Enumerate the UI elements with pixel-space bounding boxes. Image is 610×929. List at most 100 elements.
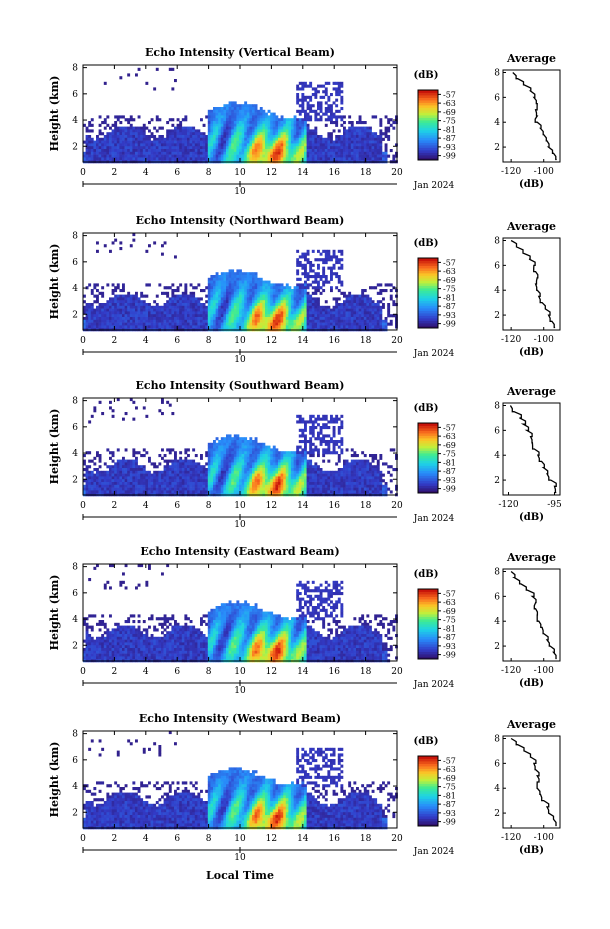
heatmap-cell	[239, 454, 242, 458]
heatmap-cell	[272, 308, 276, 312]
heatmap-cell	[161, 244, 164, 248]
heatmap-cell	[335, 311, 339, 315]
heatmap-cell	[291, 308, 294, 312]
heatmap-cell	[158, 135, 162, 139]
heatmap-cell	[153, 135, 157, 139]
heatmap-cell	[236, 286, 240, 290]
heatmap-cell	[166, 322, 170, 326]
heatmap-cell	[171, 473, 175, 477]
heatmap-cell	[202, 305, 206, 309]
heatmap-cell	[353, 146, 357, 150]
heatmap-cell	[119, 319, 123, 323]
heatmap-cell	[215, 442, 219, 446]
heatmap-cell	[309, 137, 313, 141]
heatmap-cell	[200, 317, 203, 321]
heatmap-cell	[96, 468, 99, 472]
heatmap-cell	[335, 87, 339, 91]
heatmap-cell	[384, 322, 388, 326]
heatmap-cell	[153, 487, 157, 491]
heatmap-cell	[231, 275, 235, 279]
heatmap-cell	[163, 149, 167, 153]
heatmap-cell	[361, 121, 365, 125]
heatmap-cell	[382, 325, 385, 329]
heatmap-cell	[236, 112, 240, 116]
heatmap-cell	[200, 490, 203, 494]
heatmap-cell	[231, 325, 235, 329]
heatmap-cell	[124, 305, 128, 309]
heatmap-cell	[194, 325, 198, 329]
heatmap-cell	[244, 283, 248, 287]
heatmap-cell	[262, 115, 266, 119]
heatmap-cell	[254, 437, 258, 441]
heatmap-cell	[340, 325, 344, 329]
heatmap-cell	[246, 476, 250, 480]
heatmap-cell	[192, 294, 196, 298]
heatmap-cell	[278, 129, 281, 133]
heatmap-cell	[265, 289, 268, 293]
x-tick-label: 0	[80, 168, 86, 178]
heatmap-cell	[187, 322, 190, 326]
heatmap-cell	[296, 132, 300, 136]
heatmap-cell	[148, 482, 151, 486]
heatmap-cell	[153, 151, 157, 155]
heatmap-cell	[314, 146, 318, 150]
heatmap-cell	[366, 305, 370, 309]
heatmap-cell	[233, 280, 237, 284]
heatmap-cell	[215, 451, 219, 455]
heatmap-cell	[270, 322, 274, 326]
heatmap-cell	[168, 490, 172, 494]
heatmap-cell	[265, 154, 268, 158]
heatmap-cell	[254, 126, 258, 130]
heatmap-cell	[389, 123, 393, 127]
heatmap-cell	[226, 470, 229, 474]
heatmap-cell	[197, 482, 201, 486]
heatmap-cell	[207, 137, 211, 141]
heatmap-cell	[356, 137, 359, 141]
heatmap-cell	[379, 129, 383, 133]
heatmap-cell	[350, 154, 354, 158]
heatmap-cell	[254, 308, 258, 312]
heatmap-cell	[382, 132, 385, 136]
heatmap-cell	[366, 126, 370, 130]
heatmap-cell	[301, 303, 305, 307]
heatmap-cell	[226, 277, 229, 281]
heatmap-cell	[93, 487, 97, 491]
heatmap-cell	[231, 101, 235, 105]
heatmap-cell	[270, 129, 274, 133]
heatmap-cell	[129, 294, 133, 298]
heatmap-cell	[267, 289, 271, 293]
heatmap-cell	[254, 280, 258, 284]
heatmap-cell	[218, 322, 222, 326]
heatmap-cell	[228, 476, 232, 480]
heatmap-cell	[270, 291, 274, 295]
heatmap-cells	[83, 398, 398, 497]
heatmap-cell	[163, 286, 167, 290]
heatmap-cell	[241, 135, 245, 139]
heatmap-cell	[311, 137, 315, 141]
heatmap-cell	[148, 470, 151, 474]
heatmap-cell	[168, 459, 172, 463]
heatmap-cell	[181, 314, 185, 318]
heatmap-cell	[85, 154, 89, 158]
heatmap-cell	[207, 121, 211, 125]
heatmap-cell	[236, 269, 240, 273]
heatmap-cell	[187, 490, 190, 494]
heatmap-cell	[83, 300, 86, 304]
heatmap-cell	[239, 151, 242, 155]
heatmap-cell	[111, 289, 115, 293]
heatmap-cell	[233, 286, 237, 290]
heatmap-cell	[187, 132, 190, 136]
panel-2: Echo Intensity (Northward Beam)0 2 4 6 8 10 12…	[48, 214, 561, 365]
heatmap-cell	[296, 291, 300, 295]
heatmap-cell	[239, 314, 242, 318]
heatmap-cell	[145, 317, 149, 321]
heatmap-cell	[137, 143, 141, 147]
heatmap-cell	[176, 305, 180, 309]
heatmap-cell	[283, 303, 287, 307]
heatmap-cell	[215, 151, 219, 155]
heatmap-cell	[275, 146, 279, 150]
heatmap-cell	[233, 448, 237, 452]
heatmap-cell	[395, 325, 398, 329]
heatmap-cell	[353, 154, 357, 158]
heatmap-cell	[192, 468, 196, 472]
